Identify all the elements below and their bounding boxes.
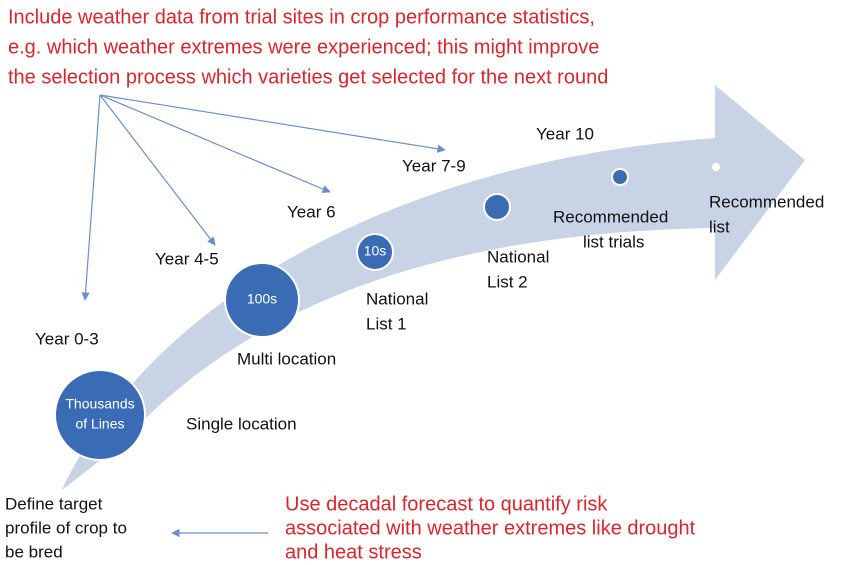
bottom-annotation: Use decadal forecast to quantify risk bbox=[285, 493, 608, 515]
stage-label: list trials bbox=[583, 232, 644, 251]
target-text: be bred bbox=[5, 542, 63, 561]
stage-label: Recommended bbox=[709, 192, 824, 211]
pointer bbox=[99, 94, 331, 193]
circle-text: 100s bbox=[247, 291, 277, 307]
stage-label: List 1 bbox=[366, 314, 407, 333]
circle-text: 10s bbox=[364, 243, 387, 259]
top-annotation: e.g. which weather extremes were experie… bbox=[8, 36, 599, 58]
pointer-lines bbox=[81, 94, 446, 538]
top-annotation: Include weather data from trial sites in… bbox=[8, 6, 595, 28]
year-label: Year 10 bbox=[536, 124, 594, 143]
year-label: Year 7-9 bbox=[402, 156, 466, 175]
pointer bbox=[99, 94, 216, 246]
top-annotation: the selection process which varieties ge… bbox=[8, 66, 608, 88]
target-text: profile of crop to bbox=[5, 518, 127, 537]
year-label: Year 0-3 bbox=[35, 329, 99, 348]
stage-label: Recommended bbox=[553, 207, 668, 226]
stage-label: Single location bbox=[186, 414, 297, 433]
bottom-annotation: associated with weather extremes like dr… bbox=[285, 517, 696, 539]
stage-label: List 2 bbox=[487, 272, 528, 291]
pointer bbox=[99, 94, 446, 153]
stage-label: Multi location bbox=[237, 349, 336, 368]
stage-circle bbox=[483, 193, 511, 221]
progress-arrow bbox=[62, 85, 805, 490]
year-label: Year 4-5 bbox=[155, 249, 219, 268]
bottom-annotation: and heat stress bbox=[285, 541, 422, 563]
target-text: Define target bbox=[5, 494, 103, 513]
stage-circle bbox=[712, 163, 720, 171]
pointer bbox=[81, 94, 101, 301]
circle-text: of Lines bbox=[75, 416, 124, 432]
stage-circle bbox=[224, 262, 300, 338]
stage-label: National bbox=[487, 247, 549, 266]
stage-label: National bbox=[366, 289, 428, 308]
stage-circle bbox=[54, 369, 146, 461]
year-label: Year 6 bbox=[287, 202, 336, 221]
circle-text: Thousands bbox=[65, 396, 134, 412]
stage-label: list bbox=[709, 217, 730, 236]
stage-circle bbox=[611, 168, 629, 186]
stage-circle bbox=[356, 233, 394, 271]
